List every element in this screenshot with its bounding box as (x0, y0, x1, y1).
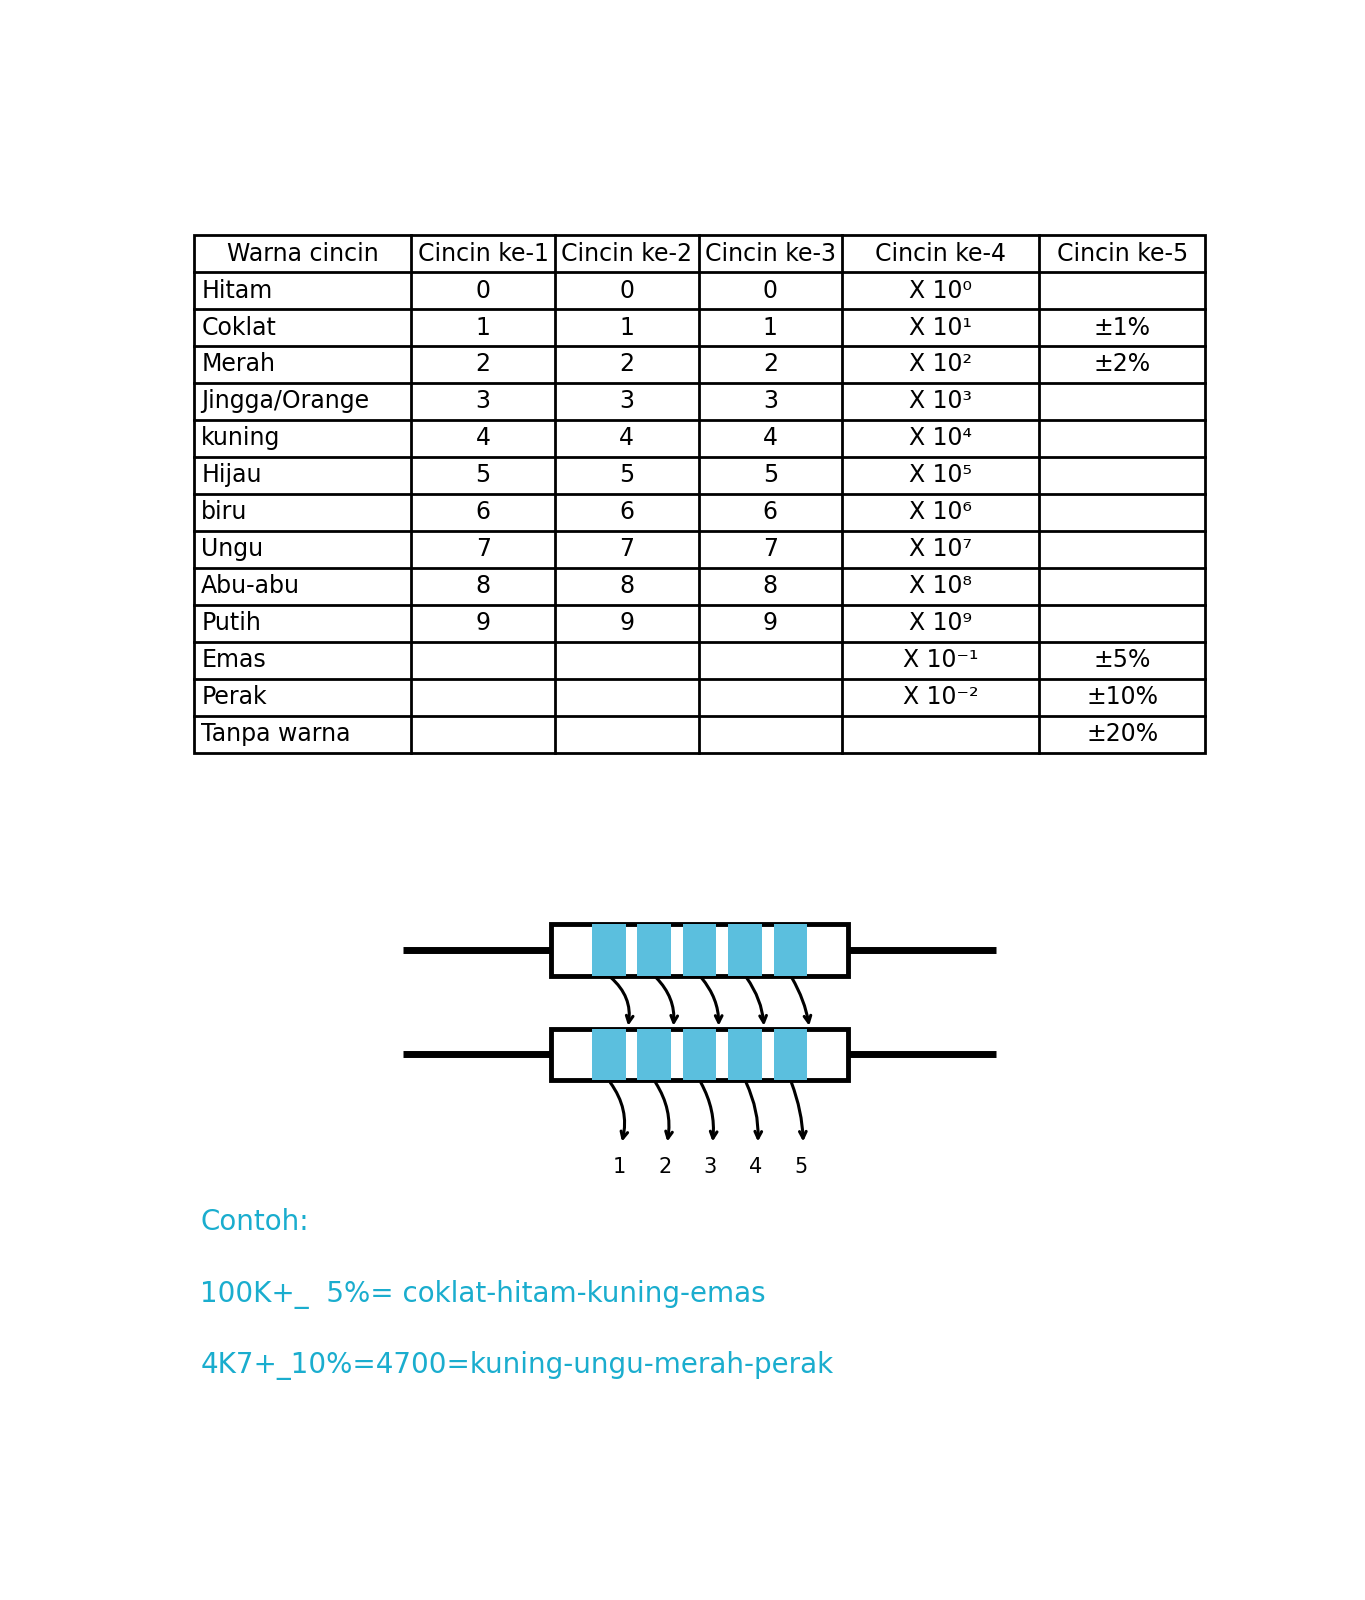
Text: Cincin ke-5: Cincin ke-5 (1057, 242, 1188, 266)
Text: biru: biru (201, 501, 247, 525)
Text: ±20%: ±20% (1087, 722, 1159, 746)
Text: 5: 5 (794, 1157, 808, 1176)
Text: 4: 4 (475, 427, 490, 451)
Text: Hijau: Hijau (201, 464, 262, 488)
Text: 2: 2 (620, 352, 635, 376)
Text: X 10⁶: X 10⁶ (909, 501, 972, 525)
Text: 1: 1 (613, 1157, 625, 1176)
Text: 1: 1 (763, 315, 778, 339)
Text: 2: 2 (763, 352, 778, 376)
Text: Warna cincin: Warna cincin (227, 242, 378, 266)
Bar (591, 923, 625, 976)
Bar (728, 1029, 762, 1080)
Text: X 10⁻²: X 10⁻² (904, 685, 979, 709)
Text: 9: 9 (763, 611, 778, 635)
Bar (682, 923, 717, 976)
Text: kuning: kuning (201, 427, 281, 451)
Text: Cincin ke-4: Cincin ke-4 (875, 242, 1006, 266)
Text: Coklat: Coklat (201, 315, 276, 339)
Text: 6: 6 (620, 501, 635, 525)
Text: 9: 9 (475, 611, 490, 635)
Bar (551, 1029, 848, 1080)
Text: 3: 3 (475, 389, 490, 413)
Text: 1: 1 (620, 315, 635, 339)
Text: ±2%: ±2% (1093, 352, 1151, 376)
Text: X 10⁸: X 10⁸ (909, 574, 972, 598)
Text: ±5%: ±5% (1093, 648, 1151, 672)
Bar (637, 923, 672, 976)
Text: 1: 1 (475, 315, 490, 339)
Bar (551, 923, 848, 976)
Text: 2: 2 (475, 352, 490, 376)
Text: Hitam: Hitam (201, 278, 273, 302)
Text: 5: 5 (475, 464, 491, 488)
Text: Abu-abu: Abu-abu (201, 574, 300, 598)
Bar (637, 1029, 672, 1080)
Text: 9: 9 (620, 611, 635, 635)
Text: X 10⁰: X 10⁰ (909, 278, 972, 302)
Bar (728, 923, 762, 976)
Text: Jingga/Orange: Jingga/Orange (201, 389, 370, 413)
Text: Emas: Emas (201, 648, 266, 672)
Text: 5: 5 (763, 464, 778, 488)
Text: 4: 4 (749, 1157, 762, 1176)
Text: 0: 0 (763, 278, 778, 302)
Text: X 10²: X 10² (909, 352, 972, 376)
Bar (194, 235, 1205, 752)
Text: Cincin ke-2: Cincin ke-2 (561, 242, 692, 266)
Text: 7: 7 (475, 538, 490, 562)
Text: 3: 3 (703, 1157, 717, 1176)
Text: X 10³: X 10³ (909, 389, 972, 413)
Text: 6: 6 (475, 501, 490, 525)
Text: 0: 0 (620, 278, 635, 302)
Text: X 10⁴: X 10⁴ (909, 427, 972, 451)
Text: 100K+_  5%= coklat-hitam-kuning-emas: 100K+_ 5%= coklat-hitam-kuning-emas (201, 1280, 766, 1309)
Text: 8: 8 (475, 574, 490, 598)
Text: Ungu: Ungu (201, 538, 263, 562)
Text: 4: 4 (620, 427, 635, 451)
Text: ±10%: ±10% (1087, 685, 1159, 709)
Text: Putih: Putih (201, 611, 261, 635)
Text: ±1%: ±1% (1093, 315, 1151, 339)
Text: 8: 8 (620, 574, 635, 598)
Text: X 10⁵: X 10⁵ (909, 464, 972, 488)
Text: 0: 0 (475, 278, 490, 302)
Text: 2: 2 (658, 1157, 672, 1176)
Text: 8: 8 (763, 574, 778, 598)
Bar (774, 1029, 808, 1080)
Text: X 10⁷: X 10⁷ (909, 538, 972, 562)
Text: Cincin ke-1: Cincin ke-1 (418, 242, 549, 266)
Text: Merah: Merah (201, 352, 276, 376)
Text: 4: 4 (763, 427, 778, 451)
Text: Contoh:: Contoh: (201, 1208, 308, 1237)
Text: 5: 5 (620, 464, 635, 488)
Text: Cincin ke-3: Cincin ke-3 (704, 242, 835, 266)
Text: X 10⁻¹: X 10⁻¹ (904, 648, 979, 672)
Text: 3: 3 (763, 389, 778, 413)
Text: Perak: Perak (201, 685, 268, 709)
Text: 7: 7 (763, 538, 778, 562)
Bar (774, 923, 808, 976)
Text: Tanpa warna: Tanpa warna (201, 722, 351, 746)
Bar (682, 1029, 717, 1080)
Text: 7: 7 (620, 538, 635, 562)
Text: 6: 6 (763, 501, 778, 525)
Bar (591, 1029, 625, 1080)
Text: X 10⁹: X 10⁹ (909, 611, 972, 635)
Text: X 10¹: X 10¹ (909, 315, 972, 339)
Text: 4K7+_10%=4700=kuning-ungu-merah-perak: 4K7+_10%=4700=kuning-ungu-merah-perak (201, 1352, 834, 1381)
Text: 3: 3 (620, 389, 635, 413)
